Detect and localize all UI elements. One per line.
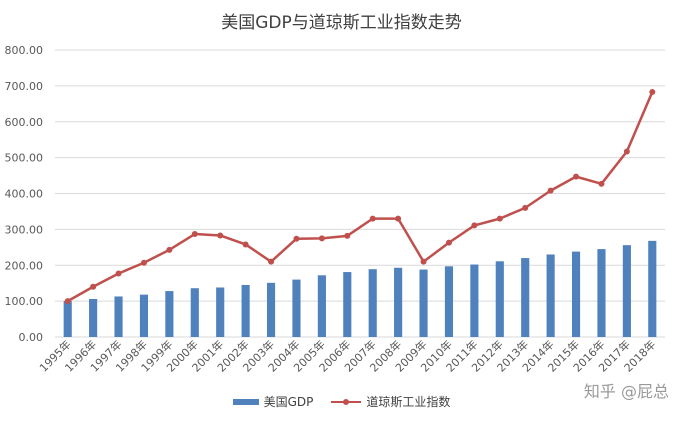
point-dow [649,88,656,95]
bar-gdp [419,269,428,337]
point-dow [395,215,402,222]
point-dow [445,239,452,246]
bar-gdp [597,249,606,337]
point-dow [369,215,376,222]
point-dow [166,246,173,253]
y-tick-label: 600.00 [5,116,44,129]
y-tick-label: 0.00 [19,331,44,344]
point-dow [115,270,122,277]
point-dow [90,283,97,290]
point-dow [420,258,427,265]
watermark: 知乎 @屁总 [583,382,669,401]
bar-gdp [444,266,454,337]
point-dow [598,180,605,187]
point-dow [573,173,580,180]
point-dow [496,215,503,222]
chart-title: 美国GDP与道琼斯工业指数走势 [221,13,462,33]
y-tick-label: 400.00 [5,188,44,201]
legend-item-dow: 道琼斯工业指数 [331,393,450,410]
bar-gdp [63,301,72,337]
point-dow [242,241,249,248]
point-dow [547,187,554,194]
point-dow [522,204,529,211]
bar-gdp [521,258,530,337]
point-dow [318,235,325,242]
y-tick-label: 700.00 [5,80,44,93]
point-dow [623,148,630,155]
bar-gdp [266,282,276,337]
bar-gdp [470,264,479,337]
bar-gdp [648,240,657,337]
legend-item-gdp: 美国GDP [232,393,314,410]
bar-gdp [165,291,174,337]
bar-gdp [343,272,352,337]
legend-swatch-gdp [232,398,259,405]
legend-label-gdp: 美国GDP [263,395,314,409]
y-tick-label: 300.00 [5,223,44,236]
bar-gdp [292,279,301,337]
bar-gdp [317,275,326,337]
legend: 美国GDP 道琼斯工业指数 [0,393,683,410]
bar-gdp [190,288,199,337]
bar-gdp [546,254,555,337]
point-dow [268,258,275,265]
bar-gdp [571,251,581,337]
legend-swatch-dow [331,397,362,407]
bar-gdp [394,267,403,337]
y-tick-label: 500.00 [5,152,44,165]
point-dow [191,231,198,238]
bar-gdp [216,287,225,337]
y-tick-label: 800.00 [5,44,44,57]
bar-gdp [622,245,631,337]
bar-gdp [368,269,377,337]
bar-gdp [495,261,504,337]
point-dow [471,222,478,229]
point-dow [293,235,300,242]
line-dow [67,91,654,303]
point-dow [217,232,224,239]
point-dow [344,232,351,239]
y-tick-label: 200.00 [5,259,44,272]
bar-gdp [114,296,123,337]
point-dow [64,298,71,305]
y-tick-label: 100.00 [5,295,44,308]
bar-gdp [139,294,149,337]
bar-gdp [241,284,250,337]
bar-gdp [89,298,98,337]
point-dow [140,259,147,266]
legend-label-dow: 道琼斯工业指数 [366,395,451,409]
